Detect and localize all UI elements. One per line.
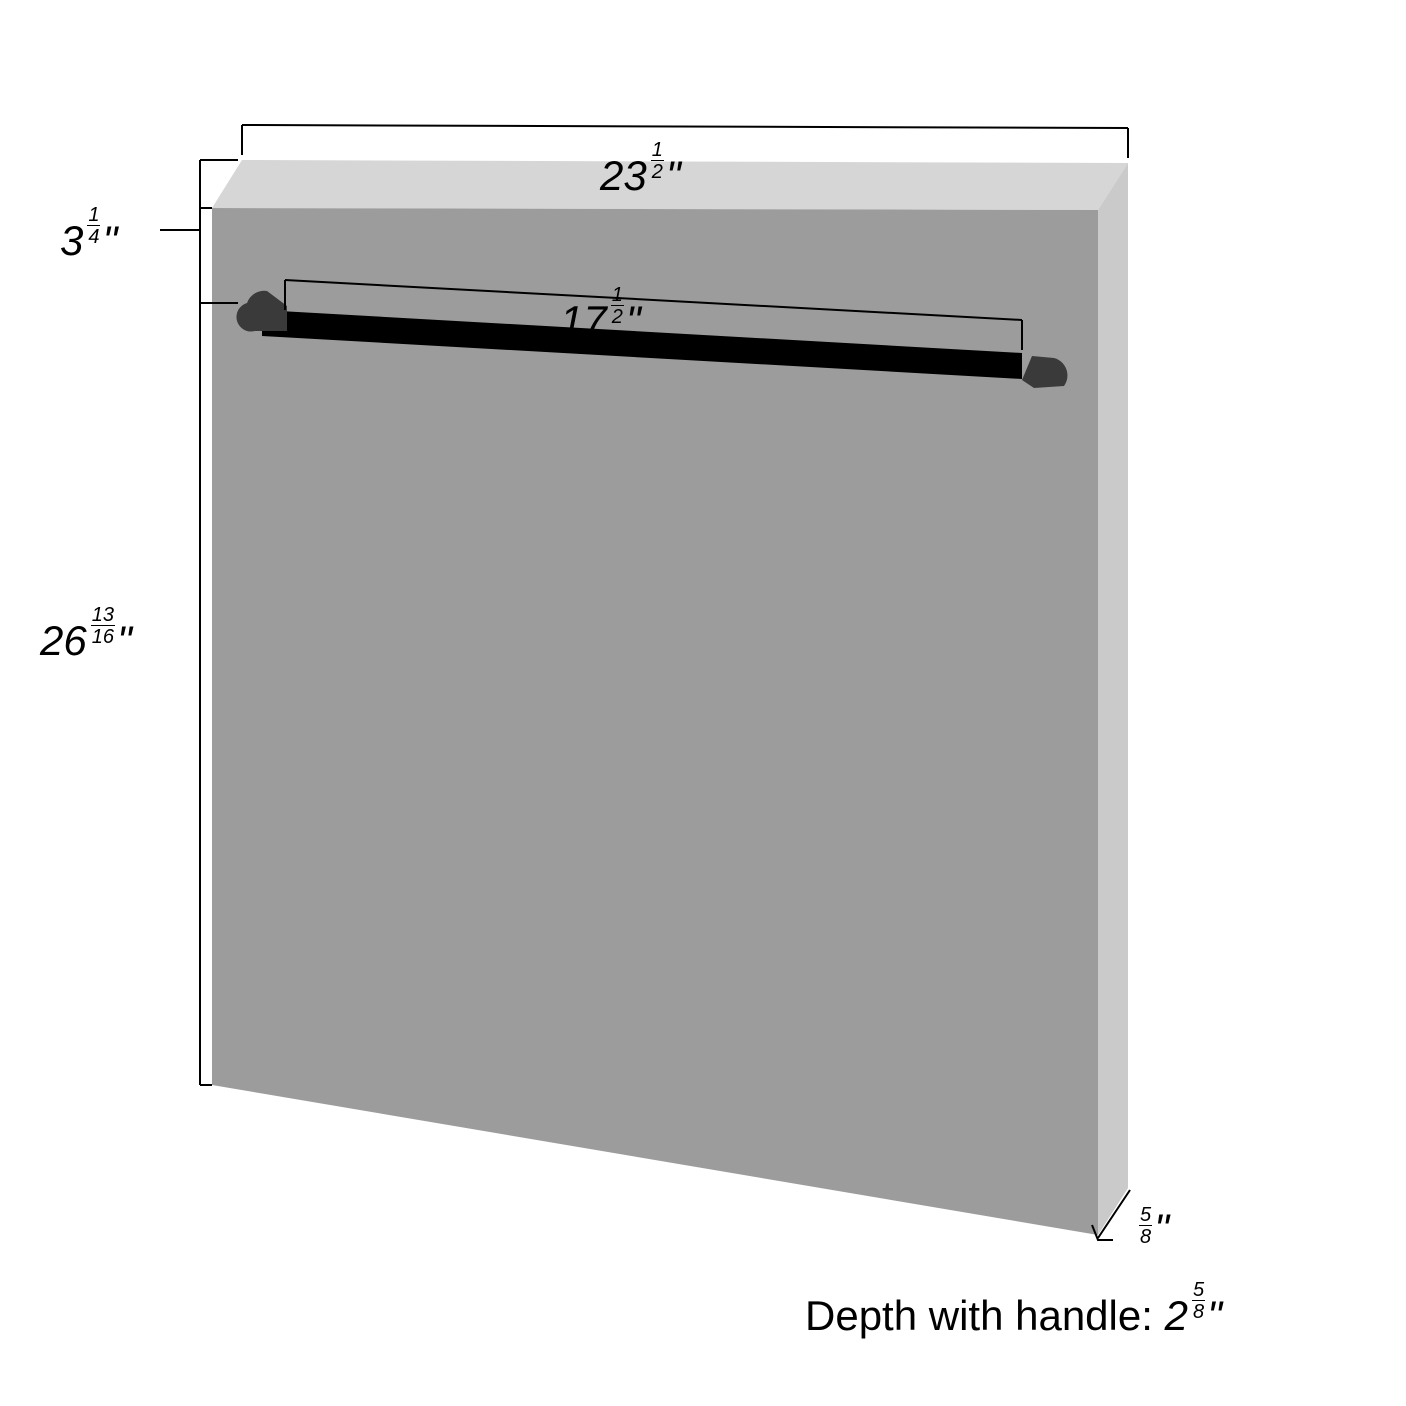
dim-width-label: 2312" [600, 140, 681, 200]
panel-side-face [1098, 163, 1128, 1235]
dim-height-label: 261316" [40, 605, 132, 665]
diagram-canvas: 2312" 314" 1712" 261316" 58" Depth with … [0, 0, 1406, 1406]
dim-handle-width-label: 1712" [560, 285, 641, 345]
depth-with-handle-caption: Depth with handle: 258" [805, 1280, 1222, 1340]
dim-depth-label: 58" [1135, 1205, 1169, 1253]
dim-width-bracket [242, 125, 1128, 158]
dim-small-height-label: 314" [60, 205, 117, 265]
panel-drawing [0, 0, 1406, 1406]
dim-height-bracket [200, 208, 212, 1085]
